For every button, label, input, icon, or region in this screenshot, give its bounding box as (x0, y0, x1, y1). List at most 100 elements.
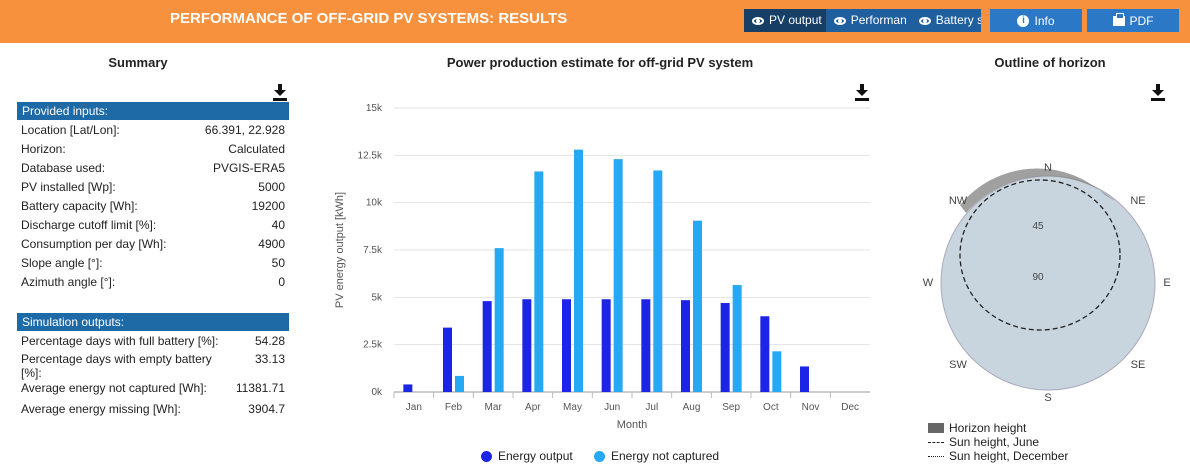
legend-label: Sun height, June (949, 435, 1040, 449)
y-tick-label: 10k (366, 198, 383, 209)
row-value: 50 (271, 256, 285, 270)
legend-swatch (481, 450, 492, 462)
bar-energy-not-captured-sep[interactable] (732, 285, 742, 392)
y-tick-label: 12.5k (358, 150, 383, 161)
download-icon[interactable] (854, 83, 870, 101)
legend-label: Horizon height (949, 421, 1027, 435)
summary-row: Database used: PVGIS-ERA5 (21, 161, 285, 175)
pdf-button-label: PDF (1129, 13, 1154, 28)
legend-energy-output[interactable]: Energy output (481, 449, 573, 463)
row-label: Battery capacity [Wh]: (21, 199, 138, 213)
tab-battery-state[interactable]: Battery stat (910, 9, 981, 32)
summary-row: Average energy missing [Wh]: 3904.7 (21, 402, 285, 416)
legend-sun-june[interactable]: Sun height, June (928, 435, 1039, 449)
y-tick-label: 2.5k (363, 340, 383, 351)
eye-icon (918, 16, 931, 25)
compass-w: W (922, 277, 934, 289)
tab-performance[interactable]: Performan (825, 9, 911, 32)
bar-energy-not-captured-mar[interactable] (494, 248, 504, 392)
x-tick-label: Aug (683, 402, 701, 413)
bar-energy-output-apr[interactable] (522, 299, 532, 392)
info-icon: i (1017, 14, 1030, 27)
tab-pv-output[interactable]: PV output (744, 9, 826, 32)
bar-energy-not-captured-may[interactable] (574, 149, 583, 392)
x-tick-label: Feb (445, 402, 463, 413)
summary-row: Percentage days with full battery [%]: 54… (21, 334, 285, 348)
row-label: Average energy missing [Wh]: (21, 402, 181, 416)
bar-energy-output-may[interactable] (562, 299, 571, 392)
bar-energy-output-mar[interactable] (482, 301, 492, 392)
x-tick-label: Jan (406, 402, 422, 413)
pdf-button[interactable]: PDF (1087, 9, 1179, 32)
legend-swatch (928, 455, 944, 457)
row-value: Calculated (228, 142, 285, 156)
summary-row: Slope angle [°]: 50 (21, 256, 285, 270)
x-axis-label: Month (617, 419, 648, 431)
bar-energy-not-captured-oct[interactable] (772, 351, 782, 392)
download-icon[interactable] (272, 83, 288, 101)
info-button[interactable]: i Info (990, 9, 1082, 32)
bar-energy-output-jun[interactable] (601, 299, 611, 392)
bar-energy-output-jul[interactable] (641, 299, 651, 392)
tab-label: Performan (850, 13, 907, 27)
provided-inputs-header: Provided inputs: (17, 102, 289, 120)
row-label: Percentage days with empty battery [%]: (21, 352, 212, 380)
legend-label: Energy output (498, 449, 573, 463)
row-value: 5000 (258, 180, 285, 194)
bar-energy-output-oct[interactable] (760, 316, 770, 392)
bar-energy-output-jan[interactable] (403, 384, 413, 392)
view-tabs: PV output Performan Battery stat (744, 9, 981, 32)
row-label: Consumption per day [Wh]: (21, 237, 167, 251)
x-tick-label: Mar (485, 402, 503, 413)
summary-row: Battery capacity [Wh]: 19200 (21, 199, 285, 213)
horizon-title: Outline of horizon (994, 55, 1106, 70)
x-tick-label: Nov (802, 402, 820, 413)
bar-energy-output-sep[interactable] (720, 303, 730, 392)
row-label: Horizon: (21, 142, 66, 156)
eye-icon (833, 16, 846, 25)
legend-energy-not-captured[interactable]: Energy not captured (594, 449, 719, 463)
ring-label-45: 45 (1032, 221, 1044, 232)
x-tick-label: Jul (645, 402, 658, 413)
compass-e: E (1163, 277, 1171, 289)
ring-label-90: 90 (1032, 272, 1044, 283)
legend-label: Energy not captured (611, 449, 720, 463)
row-value: 0 (278, 275, 285, 289)
x-tick-label: Jun (604, 402, 620, 413)
bar-energy-output-feb[interactable] (443, 327, 452, 392)
legend-swatch (928, 423, 944, 433)
x-tick-label: Oct (763, 402, 779, 413)
bar-energy-not-captured-jun[interactable] (613, 159, 623, 392)
summary-row: Azimuth angle [°]: 0 (21, 275, 285, 289)
bar-energy-not-captured-feb[interactable] (455, 375, 464, 392)
x-tick-label: May (563, 402, 582, 413)
printer-icon (1112, 12, 1125, 26)
bar-energy-output-nov[interactable] (800, 366, 809, 392)
y-tick-label: 7.5k (363, 245, 383, 256)
tab-label: PV output (769, 13, 822, 27)
bar-energy-not-captured-apr[interactable] (534, 171, 544, 392)
row-label: Slope angle [°]: (21, 256, 103, 270)
bar-energy-not-captured-aug[interactable] (693, 220, 702, 392)
legend-horizon-height[interactable]: Horizon height (928, 421, 1026, 435)
y-tick-label: 15k (366, 103, 383, 114)
row-value: 19200 (251, 199, 285, 213)
bar-energy-output-aug[interactable] (681, 300, 690, 392)
horizon-polar-plot: 45 90 (940, 168, 1156, 391)
eye-icon (752, 16, 764, 25)
summary-row: Location [Lat/Lon]: 66.391, 22.928 (21, 123, 285, 137)
row-value: 33.13 (254, 352, 285, 366)
horizon-shade (960, 168, 1115, 213)
row-label: Percentage days with full battery [%]: (21, 334, 219, 348)
bar-energy-not-captured-jul[interactable] (653, 170, 663, 392)
row-label: Azimuth angle [°]: (21, 275, 116, 289)
legend-sun-december[interactable]: Sun height, December (928, 449, 1068, 463)
row-value: 4900 (258, 237, 285, 251)
row-value: 11381.71 (235, 381, 285, 395)
row-label: Database used: (21, 161, 106, 175)
download-icon[interactable] (1150, 83, 1166, 101)
row-value: 40 (271, 218, 285, 232)
horizon-disc (940, 175, 1156, 391)
compass-ne: NE (1130, 195, 1146, 207)
summary-row: Consumption per day [Wh]: 4900 (21, 237, 285, 251)
